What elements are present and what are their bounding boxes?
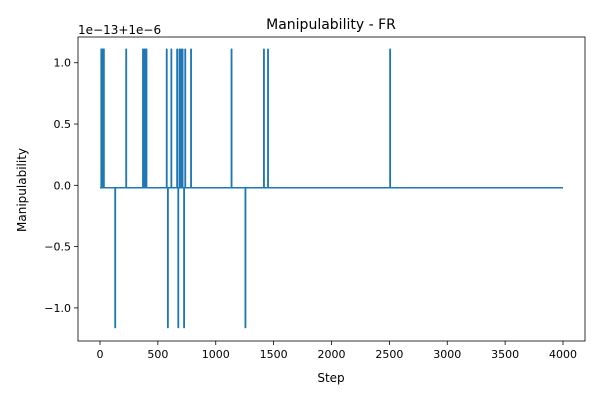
y-tick-label-1: 1.0 bbox=[54, 57, 72, 70]
x-tick-label-3000: 3000 bbox=[433, 348, 461, 361]
x-tick-label-2000: 2000 bbox=[318, 348, 346, 361]
x-tick-label-2500: 2500 bbox=[375, 348, 403, 361]
axis-offset-text: 1e−13+1e−6 bbox=[78, 23, 161, 37]
x-tick-label-500: 500 bbox=[147, 348, 168, 361]
chart-title: Manipulability - FR bbox=[266, 17, 396, 33]
y-tick-label--0.5: −0.5 bbox=[44, 241, 71, 254]
x-tick-label-0: 0 bbox=[96, 348, 103, 361]
y-tick-label-0.5: 0.5 bbox=[54, 118, 72, 131]
x-tick-label-1000: 1000 bbox=[202, 348, 230, 361]
series-line bbox=[99, 48, 564, 329]
plot-area: 0 500 1000 1500 2000 2500 3000 3500 4000 −1.0 −0.5… bbox=[44, 36, 586, 361]
y-axis-label: Manipulability bbox=[15, 148, 29, 232]
y-tick-label-0: 0.0 bbox=[54, 179, 72, 192]
x-tick-label-4000: 4000 bbox=[549, 348, 577, 361]
x-tick-label-3500: 3500 bbox=[491, 348, 519, 361]
x-tick-label-1500: 1500 bbox=[260, 348, 288, 361]
x-axis-label: Step bbox=[317, 371, 344, 385]
y-tick-label--1: −1.0 bbox=[44, 302, 71, 315]
